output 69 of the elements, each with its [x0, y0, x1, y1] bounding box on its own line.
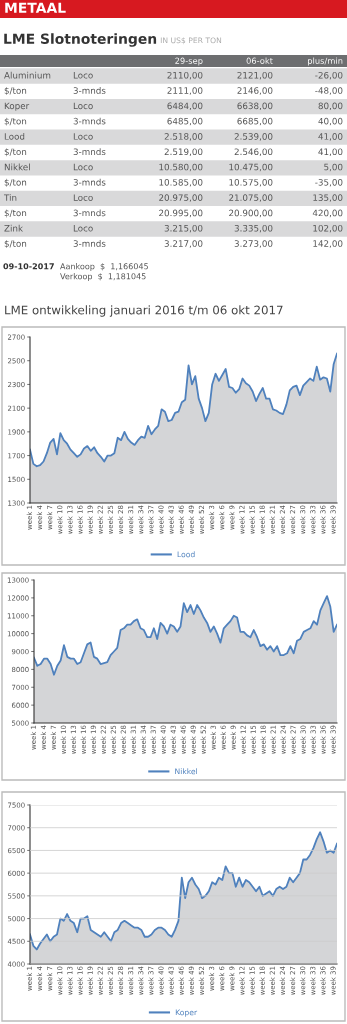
category-label: 06-okt — [246, 57, 273, 64]
text: 41,00 — [318, 148, 343, 156]
category-label: Loco — [73, 102, 93, 110]
category-label: 3-mnds — [73, 209, 106, 217]
text: 6484,00 — [167, 102, 203, 111]
category-label: Aluminium — [4, 71, 51, 79]
text: 102,00 — [313, 224, 343, 233]
category-label: Tin — [3, 194, 17, 201]
category-label: $/ton — [4, 148, 27, 157]
category-label: 3-mnds — [73, 178, 106, 186]
category-label: 3-mnds — [73, 117, 106, 125]
text: 41,00 — [318, 133, 343, 141]
text: -48,00 — [315, 87, 343, 95]
category-label: 3-mnds — [73, 148, 106, 156]
category-label: Loco — [73, 163, 93, 171]
text: 10.585,00 — [159, 179, 203, 187]
text: 2.519,00 — [164, 148, 203, 156]
text: 2146,00 — [237, 87, 273, 95]
text: 6485,00 — [167, 117, 203, 126]
category-label: 3-mnds — [73, 240, 106, 247]
category-label: $/ton — [4, 87, 27, 95]
category-label: Loco — [73, 72, 93, 79]
text: 2121,00 — [237, 71, 273, 80]
text: Aankoop $ 1,166045 — [60, 263, 148, 271]
text: 40,00 — [318, 117, 343, 126]
text: 10.475,00 — [229, 163, 273, 172]
text: 3.217,00 — [164, 240, 203, 248]
text: 420,00 — [312, 209, 343, 218]
category-label: Loco — [73, 133, 93, 140]
text: 2111,00 — [167, 87, 203, 95]
text: 10.580,00 — [159, 163, 203, 172]
text: 20.995,00 — [159, 209, 203, 218]
category-label: Zink — [4, 224, 24, 232]
text: METAAL — [5, 2, 66, 13]
category-label: Koper — [4, 102, 30, 111]
text: 3.273,00 — [234, 240, 273, 248]
text: 3.215,00 — [164, 224, 203, 233]
text: 09-10-2017 — [3, 263, 54, 270]
category-label: Loco — [73, 194, 93, 201]
text: 6685,00 — [237, 117, 273, 126]
category-label: Lood — [4, 132, 25, 140]
text: 2.546,00 — [234, 148, 273, 156]
category-label: Loco — [73, 225, 93, 232]
text: 2110,00 — [167, 71, 203, 80]
text: LME Slotnoteringen — [4, 33, 157, 47]
text: 21.075,00 — [229, 194, 273, 202]
text: -35,00 — [315, 179, 343, 187]
text: 142,00 — [313, 240, 343, 248]
category-label: $/ton — [4, 178, 27, 187]
text: 3.335,00 — [234, 224, 273, 233]
category-label: 29-sep — [175, 57, 203, 66]
category-label: plus/min — [308, 57, 343, 66]
text: -26,00 — [315, 71, 343, 80]
text: 5,00 — [324, 163, 343, 172]
text: Verkoop $ 1,181045 — [60, 273, 146, 281]
category-label: Nikkel — [4, 163, 30, 171]
category-label: $/ton — [4, 209, 27, 218]
text: 2.539,00 — [234, 133, 273, 141]
category-label: $/ton — [4, 240, 27, 248]
text: 20.900,00 — [229, 209, 273, 218]
text: 10.575,00 — [229, 179, 273, 187]
text: 80,00 — [318, 102, 343, 111]
text: 2.518,00 — [164, 133, 203, 141]
text: 6638,00 — [237, 102, 273, 111]
text: 135,00 — [313, 194, 343, 202]
text: 20.975,00 — [159, 194, 203, 202]
chart-title: LME ontwikkeling januari 2016 t/m 06 okt 2017 — [5, 305, 283, 317]
category-label: 3-mnds — [73, 87, 106, 94]
category-label: $/ton — [4, 117, 27, 126]
